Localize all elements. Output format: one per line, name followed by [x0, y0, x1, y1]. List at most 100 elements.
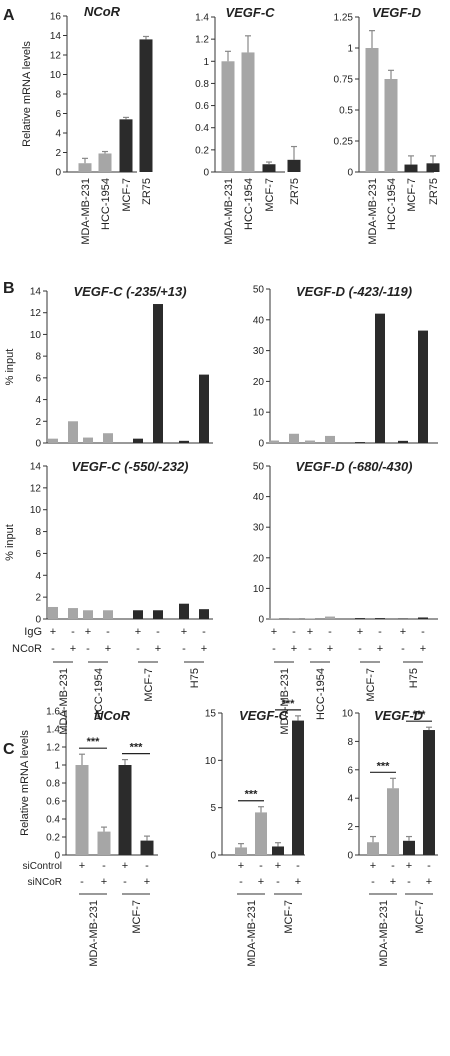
bar	[199, 609, 209, 619]
bar	[262, 164, 276, 172]
y-tick-label: 0.6	[195, 101, 209, 112]
y-tick-label: 40	[253, 315, 265, 326]
y-tick-label: 1	[203, 57, 209, 68]
bar	[97, 831, 111, 855]
y-tick-label: 50	[253, 462, 265, 473]
chart-title: NCoR	[84, 4, 121, 19]
y-tick-label: 40	[253, 492, 265, 503]
y-tick-label: 12	[30, 308, 42, 319]
bar	[179, 440, 189, 443]
y-tick-label: 8	[35, 527, 41, 538]
condition-row-label: siControl	[23, 861, 62, 872]
bar	[426, 163, 440, 172]
y-tick-label: 0	[210, 851, 216, 862]
significance-marker: ***	[413, 709, 427, 721]
y-tick-label: 1	[347, 44, 353, 55]
condition-sign: +	[327, 643, 333, 655]
condition-sign: +	[271, 626, 277, 638]
bar	[404, 164, 418, 172]
y-tick-label: 8	[35, 352, 41, 363]
y-tick-label: 15	[205, 709, 217, 720]
condition-sign: -	[272, 643, 276, 655]
condition-sign: -	[106, 626, 110, 638]
bar	[355, 442, 365, 443]
condition-sign: -	[427, 860, 431, 872]
y-tick-label: 50	[253, 285, 265, 296]
y-tick-label: 4	[55, 129, 61, 140]
condition-sign: +	[377, 643, 383, 655]
condition-sign: +	[181, 626, 187, 638]
condition-sign: -	[401, 643, 405, 655]
bar	[305, 618, 315, 619]
bar	[179, 603, 189, 619]
condition-sign: +	[406, 860, 412, 872]
condition-sign: -	[123, 876, 127, 888]
y-tick-label: 14	[50, 31, 62, 42]
condition-row-label: siNCoR	[28, 877, 62, 888]
bar	[269, 440, 279, 443]
category-label: HCC-1954	[243, 178, 255, 230]
condition-sign: +	[135, 626, 141, 638]
group-label: MDA-MB-231	[58, 668, 70, 735]
group-label: H75	[189, 668, 201, 688]
bar	[221, 61, 235, 172]
y-tick-label: 6	[55, 109, 61, 120]
y-tick-label: 0	[347, 851, 353, 862]
bar	[241, 52, 255, 172]
bar	[287, 159, 301, 172]
condition-sign: -	[391, 860, 395, 872]
condition-sign: -	[136, 643, 140, 655]
y-tick-label: 1.2	[195, 35, 209, 46]
category-label: MCF-7	[121, 178, 133, 212]
bar	[78, 163, 92, 172]
chart-title: VEGF-D (-423/-119)	[296, 284, 412, 299]
condition-sign: -	[239, 876, 243, 888]
y-tick-label: 0.25	[334, 137, 354, 148]
bar	[292, 720, 304, 855]
group-label: MDA-MB-231	[279, 668, 291, 735]
category-label: HCC-1954	[386, 178, 398, 230]
y-tick-label: 0.5	[339, 106, 353, 117]
y-axis-label: % input	[4, 349, 16, 386]
condition-sign: -	[156, 626, 160, 638]
y-tick-label: 2	[55, 148, 61, 159]
condition-sign: +	[307, 626, 313, 638]
condition-sign: -	[292, 626, 296, 638]
y-tick-label: 0	[54, 851, 60, 862]
bar	[68, 421, 78, 443]
group-label: HCC-1954	[93, 668, 105, 720]
bar	[289, 433, 299, 443]
bar	[133, 610, 143, 619]
condition-sign: -	[421, 626, 425, 638]
bar	[48, 606, 58, 619]
y-tick-label: 10	[342, 709, 354, 720]
condition-sign: +	[420, 643, 426, 655]
bar	[119, 119, 133, 172]
y-tick-label: 8	[55, 90, 61, 101]
bar	[289, 618, 299, 619]
condition-sign: -	[358, 643, 362, 655]
category-label: ZR75	[289, 178, 301, 205]
y-tick-label: 0.75	[334, 75, 354, 86]
condition-sign: +	[426, 876, 432, 888]
condition-sign: +	[105, 643, 111, 655]
condition-sign: +	[238, 860, 244, 872]
y-tick-label: 14	[30, 287, 42, 298]
chart-title: VEGF-D	[372, 5, 422, 20]
y-tick-label: 4	[35, 571, 41, 582]
y-tick-label: 30	[253, 346, 265, 357]
chart-title: VEGF-C (-550/-232)	[71, 459, 188, 474]
condition-sign: -	[296, 860, 300, 872]
y-tick-label: 20	[253, 553, 265, 564]
bar	[83, 437, 93, 443]
y-tick-label: 0	[203, 168, 209, 179]
y-tick-label: 1.2	[46, 743, 60, 754]
y-tick-label: 1	[54, 761, 60, 772]
y-tick-label: 8	[347, 737, 353, 748]
group-label: MDA-MB-231	[378, 900, 390, 967]
chart-title: VEGF-C	[239, 708, 289, 723]
condition-sign: +	[390, 876, 396, 888]
y-tick-label: 10	[253, 584, 265, 595]
